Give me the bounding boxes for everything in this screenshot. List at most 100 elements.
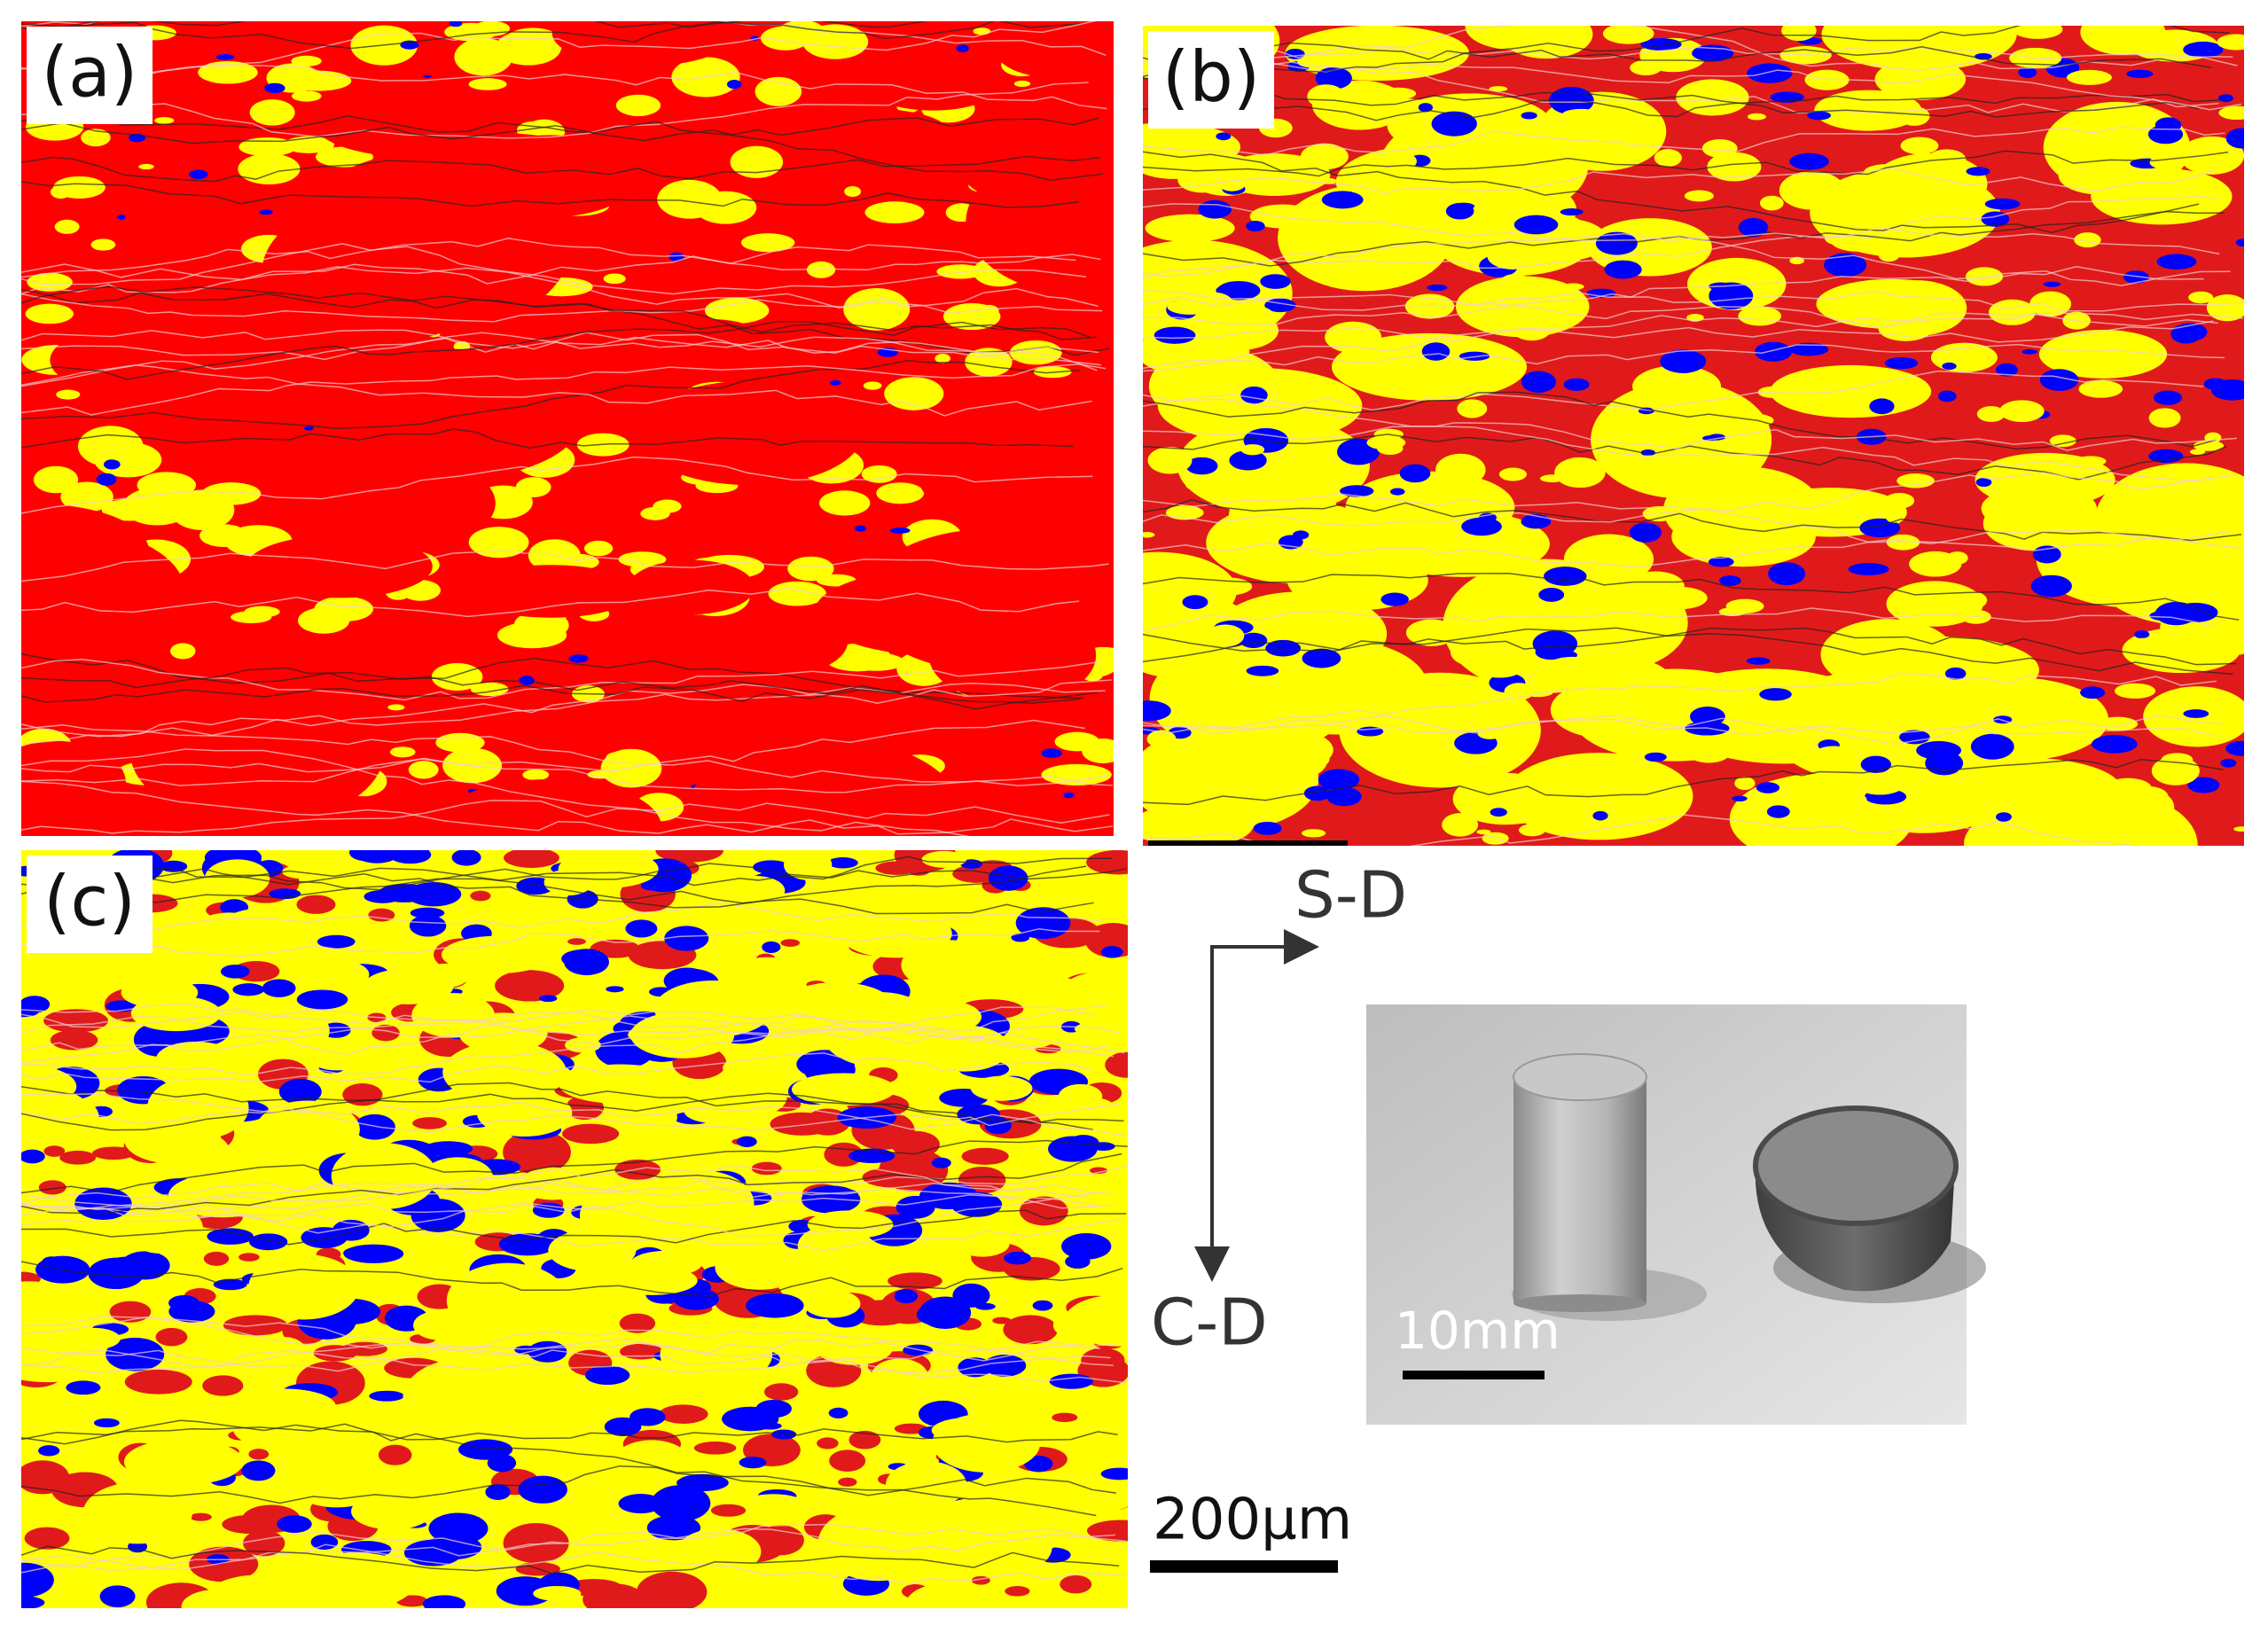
grain xyxy=(2126,69,2154,78)
grain xyxy=(1976,406,2006,422)
grain-boundary xyxy=(21,1003,1125,1054)
grain xyxy=(843,287,911,331)
grain xyxy=(651,319,774,381)
grain-boundary xyxy=(21,1316,1114,1366)
grain xyxy=(2092,734,2138,754)
grain xyxy=(806,261,836,278)
grain xyxy=(428,1512,489,1544)
grain xyxy=(876,482,925,504)
grain xyxy=(409,914,447,937)
grain-boundary xyxy=(1143,77,2200,118)
grain xyxy=(354,1113,395,1140)
grain xyxy=(395,1595,428,1607)
grain xyxy=(363,968,454,1004)
grain xyxy=(2178,136,2244,175)
grain xyxy=(1246,221,1265,232)
grain xyxy=(1563,378,1590,391)
grain xyxy=(763,1383,799,1401)
grain-boundary xyxy=(21,1052,1093,1083)
grain xyxy=(630,1250,702,1277)
grain xyxy=(1874,58,1967,100)
grain xyxy=(2218,105,2244,121)
grain xyxy=(1003,1315,1059,1345)
grain xyxy=(901,940,997,991)
grain-boundary xyxy=(21,927,1100,957)
grain xyxy=(2114,683,2156,699)
grain xyxy=(1216,132,1232,141)
grain xyxy=(1554,457,1606,488)
grain xyxy=(1389,488,1405,496)
grain xyxy=(1450,637,1503,668)
grain xyxy=(1340,485,1374,497)
grain-boundary xyxy=(21,285,1097,340)
grain xyxy=(970,1075,1033,1101)
grain xyxy=(1229,450,1267,471)
grain-boundary xyxy=(21,266,1103,314)
grain xyxy=(855,525,867,532)
grain xyxy=(1759,688,1792,701)
grain xyxy=(618,1494,663,1514)
grain xyxy=(1900,137,1939,155)
grain xyxy=(248,1449,270,1460)
grain xyxy=(816,1331,893,1365)
grain xyxy=(1490,808,1507,817)
grain xyxy=(204,859,270,898)
grain-boundary xyxy=(1143,498,2242,542)
grain xyxy=(1008,1512,1070,1551)
grain xyxy=(403,1358,524,1436)
grain xyxy=(1041,763,1112,785)
grain-boundary xyxy=(21,1261,1123,1297)
grain xyxy=(141,802,325,836)
grain xyxy=(2043,281,2061,287)
grain xyxy=(248,1233,288,1251)
grain xyxy=(746,1293,804,1318)
grain xyxy=(664,926,709,951)
grain xyxy=(1206,624,1245,647)
grain xyxy=(2131,346,2149,352)
grain xyxy=(1779,171,1845,210)
grain xyxy=(1217,176,1246,191)
grain xyxy=(485,1484,511,1500)
grain xyxy=(1928,676,1946,684)
grain xyxy=(1052,1412,1078,1423)
grain xyxy=(1649,468,1694,496)
grain xyxy=(1521,371,1557,393)
grain xyxy=(817,1437,839,1449)
grain xyxy=(760,915,802,939)
grain xyxy=(1965,267,2004,286)
grain xyxy=(503,1129,571,1175)
grain xyxy=(639,1106,677,1129)
grain xyxy=(1145,214,1235,243)
grain xyxy=(551,122,679,182)
grain xyxy=(1442,813,1479,837)
grain-boundary xyxy=(1143,627,2237,666)
ebsd-map-c xyxy=(21,850,1128,1608)
grain xyxy=(1732,745,1759,759)
grain xyxy=(2098,716,2139,731)
grain xyxy=(282,864,326,879)
grain xyxy=(326,348,585,480)
grain xyxy=(1063,792,1075,799)
grain xyxy=(2106,497,2155,520)
grain xyxy=(1177,167,1227,193)
grain xyxy=(2210,379,2244,401)
grain xyxy=(50,1029,98,1051)
grain xyxy=(1734,777,1756,791)
grain xyxy=(1321,191,1364,209)
grain xyxy=(1399,464,1431,483)
grain xyxy=(1942,362,1957,371)
grain xyxy=(1746,657,1771,665)
grain xyxy=(936,264,985,279)
grain xyxy=(303,426,314,431)
grain xyxy=(465,565,637,618)
grain xyxy=(2127,785,2169,808)
grain-boundary xyxy=(21,868,1127,909)
grain xyxy=(1453,202,1475,210)
direction-axes: S-D C-D xyxy=(1151,858,1407,1360)
grain xyxy=(255,1100,360,1159)
grain xyxy=(1884,492,1915,509)
grain xyxy=(827,856,858,869)
grain xyxy=(1812,746,1855,766)
axis-label-sd: S-D xyxy=(1294,858,1407,933)
grain xyxy=(449,21,463,27)
